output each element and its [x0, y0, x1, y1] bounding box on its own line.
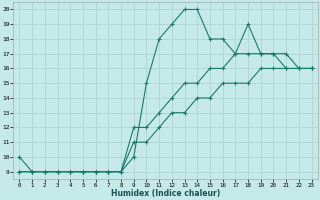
X-axis label: Humidex (Indice chaleur): Humidex (Indice chaleur)	[111, 189, 220, 198]
